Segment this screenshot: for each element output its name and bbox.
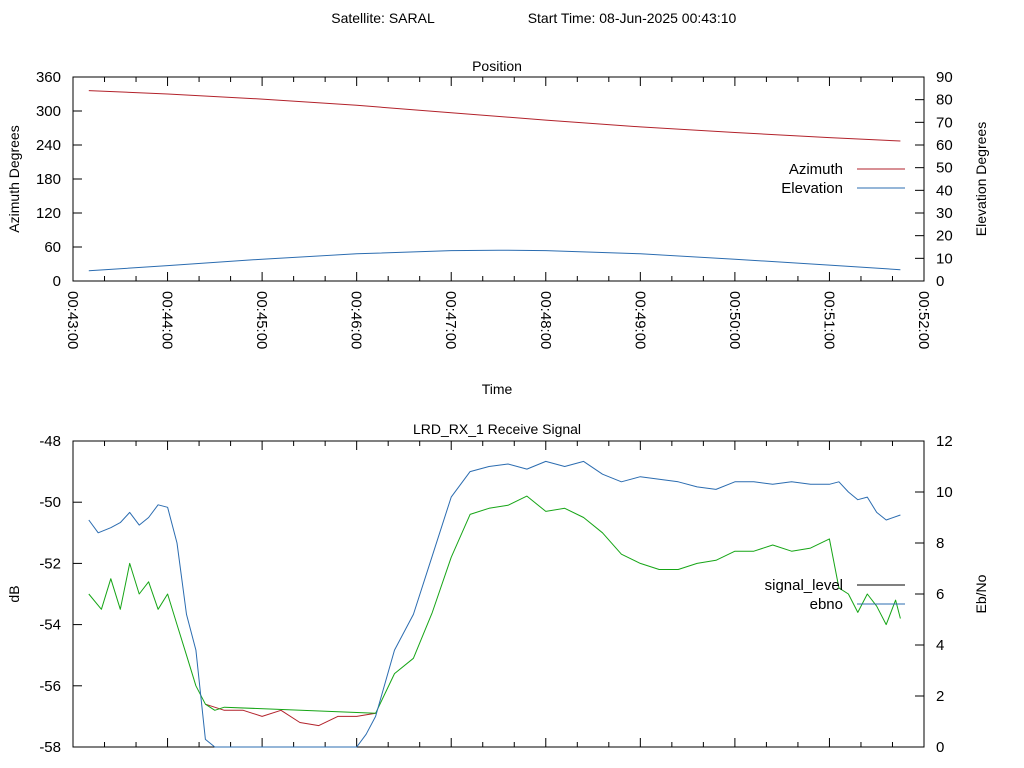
- position-y2-tick-label: 0: [936, 273, 944, 290]
- signal-y2-tick-label: 4: [936, 637, 944, 654]
- signal-y2-axis-title: Eb/No: [973, 574, 989, 613]
- signal-axes: -58 -56 -54 -52 -50 -48 0 2 4 6 8 10 12: [39, 433, 952, 756]
- position-series-line-Elevation-1: [88, 249, 901, 272]
- position-y2-tick-label: 20: [936, 228, 953, 245]
- position-legend-label-Elevation: Elevation: [781, 180, 843, 197]
- position-y2-tick-label: 90: [936, 69, 953, 86]
- position-y2-tick-label: 10: [936, 250, 953, 267]
- position-x-tick-label: 00:43:00: [64, 291, 81, 349]
- signal-y2-tick-label: 0: [936, 739, 944, 756]
- position-x-tick-label: 00:47:00: [442, 291, 459, 349]
- signal-y-tick-label: -52: [39, 555, 61, 572]
- position-x-tick-label: 00:48:00: [537, 291, 554, 349]
- signal-y-tick-label: -56: [39, 678, 61, 695]
- signal-y-tick-label: -58: [39, 739, 61, 756]
- position-x-tick-label: 00:51:00: [820, 291, 837, 349]
- position-x-axis-title: Time: [482, 381, 513, 397]
- position-y2-tick-label: 60: [936, 137, 953, 154]
- position-y-tick-label: 180: [36, 171, 61, 188]
- position-chart-title: Position: [472, 58, 522, 74]
- position-axes: 00:43:00 00:44:00 00:45:00 00:46:00 00:47:00…: [36, 69, 953, 349]
- position-legend: Azimuth Elevation: [781, 161, 905, 197]
- signal-series-line-ebno-2: [88, 460, 901, 748]
- signal-y2-tick-label: 6: [936, 586, 944, 603]
- signal-legend-label-signal-level: signal_level: [765, 577, 843, 594]
- position-y2-tick-label: 40: [936, 182, 953, 199]
- position-x-tick-label: 00:46:00: [348, 291, 365, 349]
- signal-y2-tick-label: 10: [936, 484, 953, 501]
- signal-chart-title: LRD_RX_1 Receive Signal: [413, 421, 581, 437]
- position-y-tick-label: 0: [53, 273, 61, 290]
- position-y-tick-label: 360: [36, 69, 61, 86]
- position-y2-tick-label: 30: [936, 205, 953, 222]
- position-y2-tick-label: 80: [936, 92, 953, 109]
- signal-y-tick-label: -50: [39, 494, 61, 511]
- position-y-tick-label: 60: [44, 239, 61, 256]
- signal-legend-label-ebno: ebno: [810, 596, 843, 613]
- signal-y-tick-label: -48: [39, 433, 61, 450]
- signal-series: [88, 460, 901, 748]
- position-series-line-Azimuth-0: [88, 90, 901, 142]
- position-x-tick-label: 00:52:00: [915, 291, 932, 349]
- signal-y2-tick-label: 8: [936, 535, 944, 552]
- signal-series-line-signal-level-1: [88, 495, 901, 714]
- position-x-tick-label: 00:44:00: [159, 291, 176, 349]
- position-y2-tick-label: 70: [936, 114, 953, 131]
- signal-y-axis-title: dB: [6, 585, 22, 602]
- position-y-axis-title: Azimuth Degrees: [6, 125, 22, 232]
- position-y-tick-label: 300: [36, 103, 61, 120]
- position-legend-label-Azimuth: Azimuth: [789, 161, 843, 178]
- position-x-tick-label: 00:50:00: [726, 291, 743, 349]
- signal-y2-tick-label: 2: [936, 688, 944, 705]
- position-x-tick-label: 00:45:00: [253, 291, 270, 349]
- start-time-label: Start Time: 08-Jun-2025 00:43:10: [528, 10, 737, 26]
- signal-plot-frame: [72, 440, 925, 748]
- position-series: [88, 90, 901, 272]
- position-y2-axis-title: Elevation Degrees: [973, 122, 989, 236]
- signal-series-line-signal-level-0: [205, 703, 376, 727]
- satellite-label: Satellite: SARAL: [331, 10, 435, 26]
- position-y-tick-label: 120: [36, 205, 61, 222]
- position-y-tick-label: 240: [36, 137, 61, 154]
- signal-y2-tick-label: 12: [936, 433, 953, 450]
- signal-y-tick-label: -54: [39, 617, 61, 634]
- position-x-tick-label: 00:49:00: [631, 291, 648, 349]
- position-y2-tick-label: 50: [936, 160, 953, 177]
